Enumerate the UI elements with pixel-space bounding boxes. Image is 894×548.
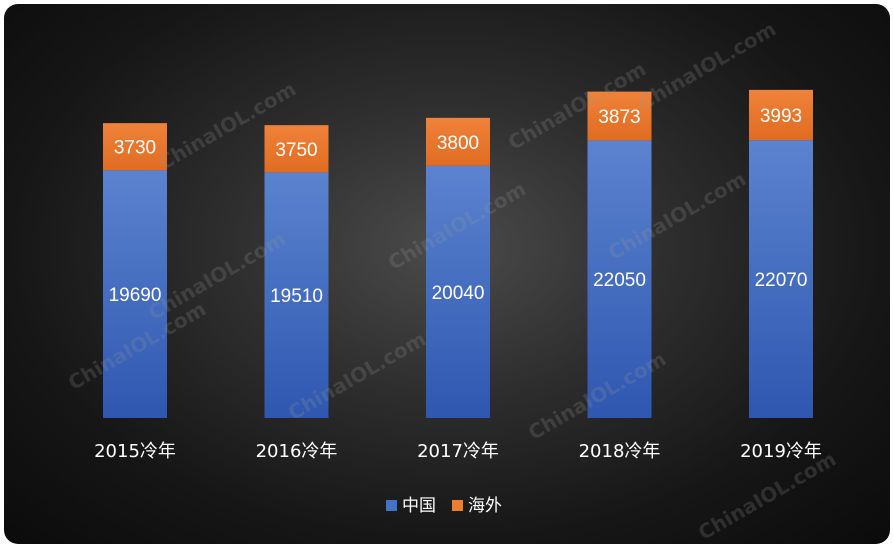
data-label-china-4: 22050: [593, 270, 646, 291]
legend-label-overseas: 海外: [468, 496, 502, 516]
bar-overseas-3: [426, 117, 490, 166]
x-tick-label-2: 2016冷年: [256, 441, 338, 462]
data-label-overseas-1: 3730: [114, 138, 156, 159]
bar-overseas-5: [749, 89, 813, 141]
bar-overseas-4: [587, 91, 652, 141]
x-tick-label-4: 2018冷年: [579, 441, 661, 462]
data-label-overseas-4: 3873: [598, 107, 640, 128]
x-tick-label-3: 2017冷年: [417, 441, 499, 462]
bar-china-3: [426, 165, 490, 418]
data-label-overseas-5: 3993: [760, 106, 802, 127]
x-tick-label-1: 2015冷年: [94, 441, 176, 462]
legend-swatch-overseas: [452, 500, 463, 511]
data-label-china-3: 20040: [432, 283, 485, 304]
bar-overseas-2: [264, 125, 329, 173]
legend-label-china: 中国: [402, 496, 436, 516]
bar-china-1: [103, 170, 167, 418]
stacked-bar-chart: 19690 3730 2015冷年 19510 3750 2016冷年 20040 3800 2…: [94, 89, 822, 516]
data-label-china-1: 19690: [109, 285, 162, 306]
legend-swatch-china: [386, 500, 397, 511]
bar-china-4: [587, 140, 652, 418]
data-label-overseas-2: 3750: [275, 140, 317, 161]
data-label-overseas-3: 3800: [437, 133, 479, 154]
bar-china-5: [749, 140, 813, 418]
data-label-china-5: 22070: [755, 270, 808, 291]
data-label-china-2: 19510: [270, 286, 323, 307]
bar-china-2: [264, 172, 329, 418]
chart-background: 19690 3730 2015冷年 19510 3750 2016冷年 20040 3800 2…: [4, 4, 890, 544]
bar-overseas-1: [103, 123, 167, 171]
x-tick-label-5: 2019冷年: [740, 441, 822, 462]
